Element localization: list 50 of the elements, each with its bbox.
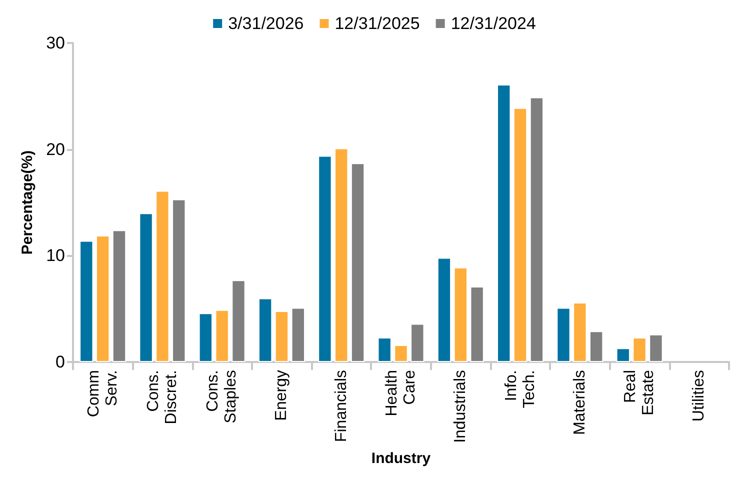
bar — [497, 84, 511, 362]
bar — [156, 190, 170, 362]
bar — [394, 344, 408, 362]
bar — [232, 280, 246, 362]
bar — [318, 156, 332, 362]
x-tick-label: Financials — [332, 370, 350, 442]
bar — [470, 286, 484, 362]
bar — [530, 97, 544, 362]
x-tick-label: Cons. Staples — [204, 370, 240, 424]
bar — [589, 331, 604, 362]
bar — [291, 308, 305, 362]
x-tick-label: Real Estate — [622, 370, 658, 416]
x-tick-label: Comm Serv. — [85, 370, 120, 418]
legend-label: 12/31/2025 — [334, 14, 420, 33]
x-tick-label: Industrials — [452, 370, 470, 443]
y-axis-title: Percentage(%) — [19, 150, 36, 255]
legend-label: 3/31/2026 — [228, 14, 304, 33]
bar — [573, 302, 587, 362]
bar — [437, 258, 452, 362]
bar — [96, 235, 110, 362]
legend-label: 12/31/2024 — [450, 14, 536, 33]
y-tick-label: 30 — [46, 34, 65, 52]
x-tick-label: Utilities — [690, 370, 708, 422]
bar — [139, 213, 153, 362]
bar — [215, 310, 229, 362]
bar — [334, 148, 348, 362]
bar — [274, 310, 289, 362]
bar — [632, 338, 646, 362]
bar — [410, 324, 424, 362]
bar — [454, 267, 468, 362]
bar — [350, 163, 365, 362]
bar — [112, 230, 126, 362]
bar — [556, 308, 570, 362]
bar — [172, 199, 186, 362]
bar — [616, 348, 630, 362]
bar — [378, 338, 392, 362]
bar — [649, 334, 663, 362]
x-tick-label: Cons. Discret. — [144, 370, 180, 424]
bar — [513, 108, 528, 362]
x-tick-label: Health Care — [384, 370, 418, 416]
x-tick-label: Info. Tech. — [502, 370, 538, 408]
bar — [198, 313, 213, 362]
x-axis-title: Industry — [371, 450, 432, 467]
y-tick-label: 0 — [56, 352, 65, 372]
bar — [258, 298, 272, 362]
y-tick-label: 10 — [46, 246, 65, 266]
x-tick-label: Materials — [571, 370, 588, 435]
bar — [80, 240, 94, 362]
x-tick-label: Energy — [273, 370, 290, 421]
y-tick-label: 20 — [46, 140, 65, 159]
